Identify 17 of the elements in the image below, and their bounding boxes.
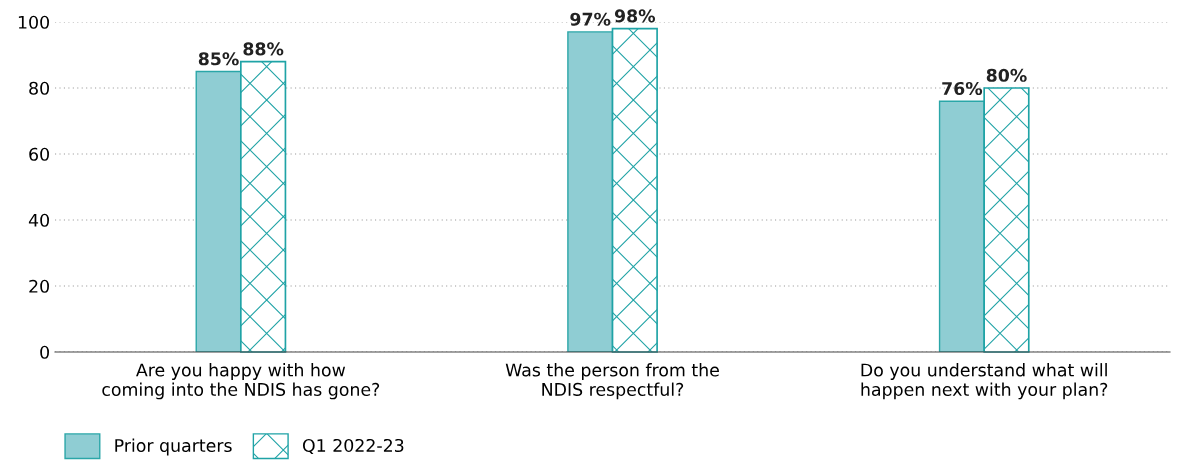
x-tick-label: Do you understand what will happen next with your plan? [861, 363, 1108, 400]
y-tick-label: 20 [29, 279, 49, 293]
y-tick-label: 60 [29, 147, 49, 161]
data-label: 98% [614, 9, 656, 23]
y-tick-label: 80 [29, 81, 49, 95]
legend-label: Q1 2022-23 [302, 438, 404, 455]
y-tick-label: 100 [18, 15, 49, 29]
y-tick-label: 0 [40, 345, 49, 359]
data-label: 97% [570, 12, 611, 26]
data-label: 76% [942, 81, 983, 96]
data-label: 80% [986, 68, 1027, 82]
legend-label: Prior quarters [115, 438, 232, 456]
x-tick-label: Was the person from the NDIS respectful? [505, 363, 719, 400]
y-tick-label: 40 [28, 213, 49, 227]
data-label: 88% [243, 42, 284, 56]
x-tick-label: Are you happy with how coming into the NDIS has gone? [102, 363, 380, 400]
data-label: 85% [198, 52, 239, 66]
